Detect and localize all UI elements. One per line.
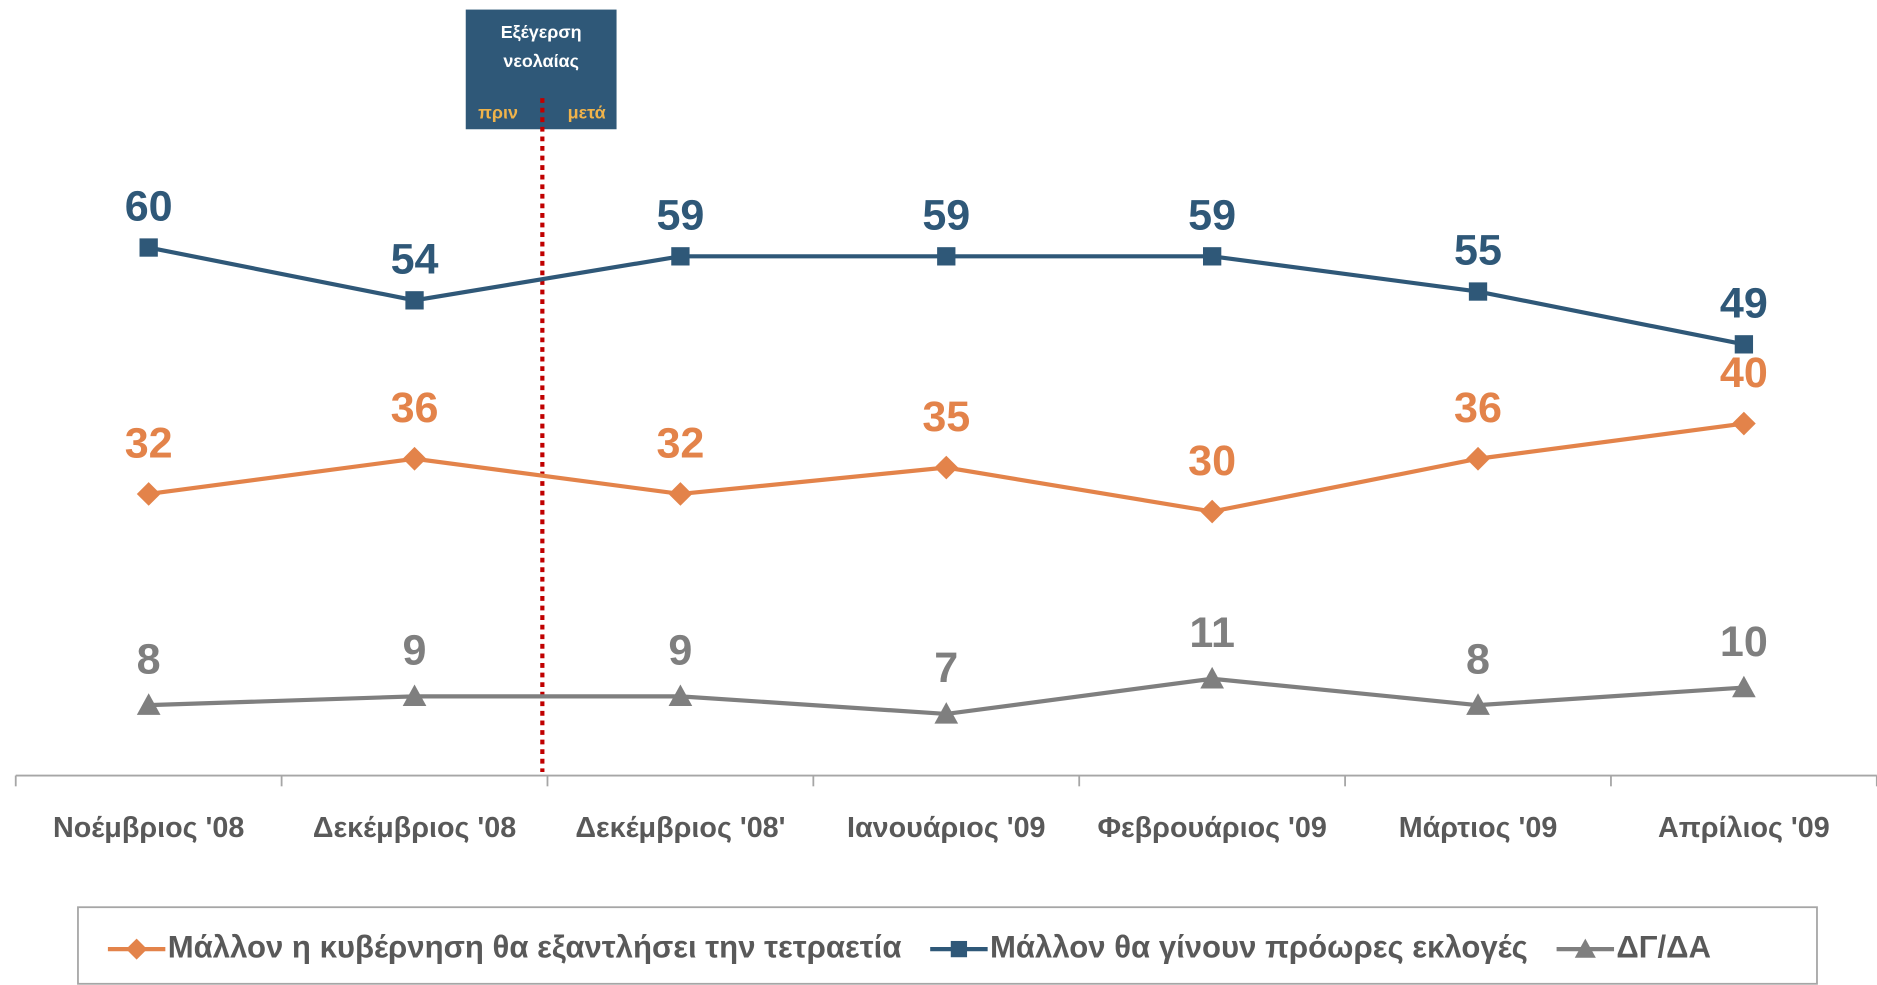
- legend-label: Μάλλον θα γίνουν πρόωρες εκλογές: [990, 929, 1528, 964]
- data-label: 59: [656, 191, 704, 239]
- marker: [668, 482, 693, 506]
- annotation-after: μετά: [568, 102, 606, 122]
- data-label: 32: [656, 419, 704, 467]
- data-label: 8: [1466, 635, 1490, 683]
- legend-label: ΔΓ/ΔΑ: [1616, 929, 1711, 964]
- x-tick-label: Ιανουάριος '09: [847, 812, 1046, 844]
- marker: [1200, 499, 1224, 524]
- legend-label: Μάλλον η κυβέρνηση θα εξαντλήσει την τετ…: [168, 929, 902, 964]
- data-label: 36: [1454, 384, 1502, 432]
- marker: [950, 940, 968, 958]
- data-label: 59: [922, 191, 970, 239]
- x-tick-label: Δεκέμβριος '08: [313, 812, 516, 844]
- marker: [934, 455, 959, 480]
- x-tick-label: Νοέμβριος '08: [53, 812, 244, 844]
- marker: [1468, 282, 1488, 301]
- marker: [671, 247, 690, 266]
- x-tick-label: Δεκέμβριος '08': [575, 812, 785, 844]
- marker: [1734, 335, 1754, 354]
- marker: [1574, 938, 1596, 958]
- marker: [1466, 446, 1490, 471]
- x-tick-label: Μάρτιος '09: [1399, 812, 1558, 844]
- marker: [1732, 411, 1756, 436]
- data-label: 54: [391, 235, 439, 283]
- data-label: 10: [1720, 618, 1768, 666]
- marker: [1200, 666, 1224, 689]
- marker: [934, 702, 959, 724]
- marker: [1732, 675, 1756, 698]
- data-label: 35: [922, 393, 970, 441]
- data-label: 49: [1720, 279, 1768, 327]
- data-label: 8: [137, 635, 161, 683]
- data-label: 7: [934, 644, 958, 692]
- annotation-title: Εξέγερση: [501, 22, 582, 43]
- data-label: 11: [1189, 609, 1235, 657]
- data-label: 36: [391, 384, 439, 432]
- annotation-title: νεολαίας: [503, 51, 579, 71]
- marker: [937, 247, 956, 266]
- data-label: 9: [668, 627, 692, 675]
- data-label: 9: [403, 627, 427, 675]
- marker: [668, 684, 693, 707]
- data-label: 30: [1188, 437, 1236, 485]
- marker: [139, 238, 158, 257]
- marker: [1466, 693, 1490, 715]
- marker: [402, 684, 427, 707]
- marker: [405, 291, 424, 310]
- data-label: 60: [125, 183, 173, 231]
- marker: [126, 938, 148, 960]
- x-tick-label: Φεβρουάριος '09: [1097, 812, 1326, 844]
- legend-box: [77, 906, 1818, 985]
- marker: [1202, 247, 1222, 266]
- event-annotation: Εξέγερση νεολαίας πριν μετά: [465, 9, 617, 772]
- marker: [136, 693, 161, 715]
- data-label: 40: [1720, 349, 1768, 397]
- x-tick-label: Απρίλιος '09: [1658, 812, 1830, 844]
- data-label: 59: [1188, 191, 1236, 239]
- data-label: 32: [125, 419, 173, 467]
- annotation-before: πριν: [478, 102, 518, 122]
- marker: [402, 446, 427, 471]
- data-label: 55: [1454, 227, 1502, 275]
- marker: [136, 482, 161, 506]
